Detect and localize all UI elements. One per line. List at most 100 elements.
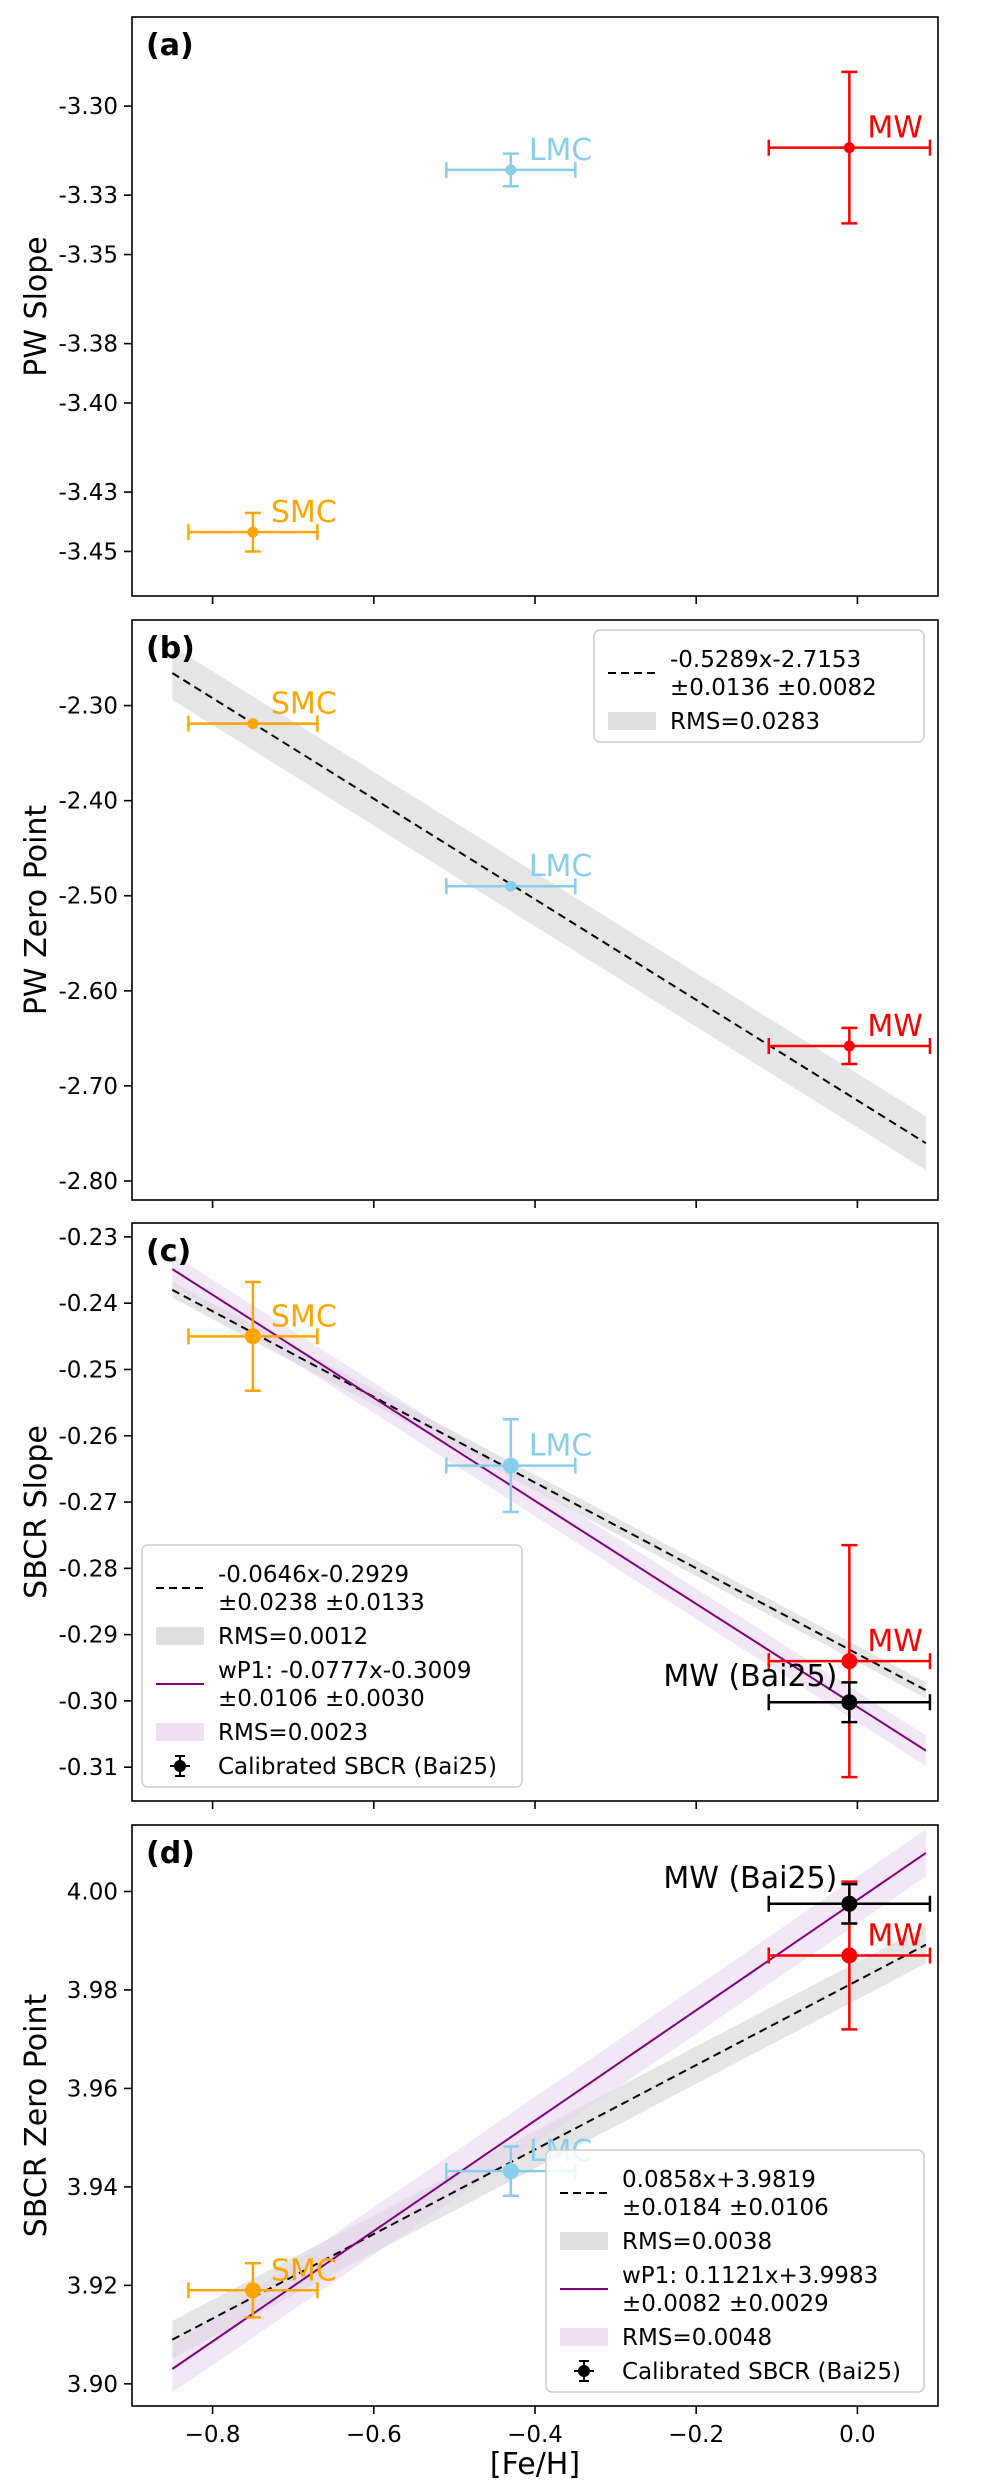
- y-tick-label: -0.29: [58, 1623, 118, 1649]
- legend-handle-band: [560, 2328, 608, 2346]
- y-tick-label: -0.30: [58, 1689, 118, 1715]
- legend-handle-band: [156, 1627, 204, 1645]
- legend: 0.0858x+3.9819±0.0184 ±0.0106 RMS=0.0038 w…: [545, 2149, 925, 2393]
- y-tick-label: -3.35: [58, 243, 118, 269]
- y-tick-label: -0.24: [58, 1291, 118, 1317]
- x-tick-label: −0.2: [668, 2422, 724, 2448]
- point-mw: MW: [767, 1543, 932, 1779]
- point-marker: [843, 142, 855, 154]
- point-smc: SMC: [187, 2253, 337, 2319]
- point-marker: [505, 164, 517, 176]
- point-marker: [841, 1895, 858, 1912]
- legend-label: RMS=0.0023: [218, 1720, 368, 1746]
- y-tick-label: -2.30: [58, 694, 118, 720]
- panel-label: (a): [146, 28, 194, 63]
- legend-label: Calibrated SBCR (Bai25): [218, 1754, 497, 1780]
- fits-group: [171, 1829, 927, 2393]
- y-tick-label: -0.28: [58, 1556, 118, 1582]
- legend-marker-dot: [174, 1760, 186, 1772]
- y-axis-title: PW Zero Point: [19, 805, 54, 1016]
- x-tick-label: 0.0: [839, 2422, 876, 2448]
- y-tick-label: -0.25: [58, 1357, 118, 1383]
- y-tick-label: 4.00: [67, 1879, 118, 1905]
- point-marker: [502, 2163, 519, 2180]
- legend-handle-band: [560, 2232, 608, 2250]
- point-marker: [843, 1040, 855, 1052]
- legend-label: -0.5289x-2.7153: [670, 647, 861, 673]
- y-tick-label: -2.40: [58, 789, 118, 815]
- point-label: MW: [867, 111, 923, 146]
- y-tick-label: -3.30: [58, 94, 118, 120]
- point-smc: SMC: [187, 1280, 337, 1392]
- legend-box: [593, 629, 925, 743]
- legend-handle-band: [156, 1723, 204, 1741]
- x-axis-title: [Fe/H]: [490, 2447, 580, 2482]
- x-tick-label: −0.6: [346, 2422, 402, 2448]
- x-tick-label: −0.4: [507, 2422, 563, 2448]
- legend-box: [141, 1544, 523, 1788]
- panel-c: SMC LMC MW MW (Bai25) -0.23 -0.24 -0.25 -0.26 -0…: [19, 1222, 939, 1809]
- x-tick-label: −0.8: [185, 2422, 241, 2448]
- point-label: LMC: [529, 133, 593, 168]
- point-marker: [841, 1694, 858, 1711]
- legend-label: 0.0858x+3.9819: [622, 2167, 816, 2193]
- y-tick-label: -0.23: [58, 1225, 118, 1251]
- point-label: SMC: [271, 2253, 337, 2288]
- point-marker: [244, 2282, 261, 2299]
- legend-label: wP1: -0.0777x-0.3009: [218, 1658, 472, 1684]
- point-label: MW (Bai25): [663, 1659, 837, 1694]
- point-lmc: LMC: [445, 849, 593, 895]
- point-marker: [244, 1328, 261, 1345]
- fits-group: [171, 1253, 927, 1766]
- legend-label: RMS=0.0048: [622, 2325, 772, 2351]
- point-label: MW: [867, 1009, 923, 1044]
- legend-label-uncertainty: ±0.0184 ±0.0106: [622, 2195, 829, 2221]
- y-tick-label: -2.80: [58, 1169, 118, 1195]
- legend-box: [545, 2149, 925, 2393]
- point-marker: [502, 1457, 519, 1474]
- legend-label: -0.0646x-0.2929: [218, 1562, 409, 1588]
- point-smc: SMC: [187, 495, 337, 553]
- point-marker: [841, 1653, 858, 1670]
- point-label: SMC: [271, 1299, 337, 1334]
- legend-label: RMS=0.0012: [218, 1624, 368, 1650]
- point-mw: MW: [767, 1880, 932, 2031]
- point-mw-bai25-: MW (Bai25): [663, 1861, 932, 1925]
- legend: -0.5289x-2.7153±0.0136 ±0.0082 RMS=0.0283: [593, 629, 925, 743]
- fit-line-dashed-0: [171, 672, 927, 1145]
- point-label: SMC: [271, 687, 337, 722]
- y-axis-title: SBCR Slope: [19, 1425, 54, 1599]
- y-tick-label: -2.70: [58, 1074, 118, 1100]
- y-tick-label: 3.96: [67, 2076, 118, 2102]
- legend-marker-dot: [578, 2365, 590, 2377]
- y-tick-label: 3.90: [67, 2372, 118, 2398]
- y-tick-label: -2.50: [58, 884, 118, 910]
- point-label: MW (Bai25): [663, 1861, 837, 1896]
- legend-label-uncertainty: ±0.0106 ±0.0030: [218, 1686, 425, 1712]
- y-axis-title: SBCR Zero Point: [19, 1994, 54, 2238]
- point-mw: MW: [767, 1009, 932, 1066]
- fit-line-wp1-1: [171, 1852, 927, 2370]
- legend-handle-band: [608, 712, 656, 730]
- point-label: LMC: [529, 1429, 593, 1464]
- y-tick-label: -0.31: [58, 1755, 118, 1781]
- panel-label: (b): [146, 631, 195, 666]
- point-label: MW: [867, 1918, 923, 1953]
- fit-line-dashed-0: [171, 1943, 927, 2341]
- point-marker: [247, 526, 259, 538]
- y-tick-label: -2.60: [58, 979, 118, 1005]
- point-label: LMC: [529, 849, 593, 884]
- fits-group: [171, 646, 927, 1171]
- y-tick-label: -0.26: [58, 1424, 118, 1450]
- legend-label-uncertainty: ±0.0238 ±0.0133: [218, 1590, 425, 1616]
- point-marker: [505, 880, 517, 892]
- y-tick-label: -3.33: [58, 183, 118, 209]
- point-label: MW: [867, 1624, 923, 1659]
- y-tick-label: -3.38: [58, 332, 118, 358]
- point-lmc: LMC: [445, 133, 593, 188]
- y-tick-label: 3.98: [67, 1978, 118, 2004]
- panel-b: SMC LMC MW -2.30 -2.40 -2.50 -2.60 -2.70 -2.80 PW…: [19, 619, 939, 1208]
